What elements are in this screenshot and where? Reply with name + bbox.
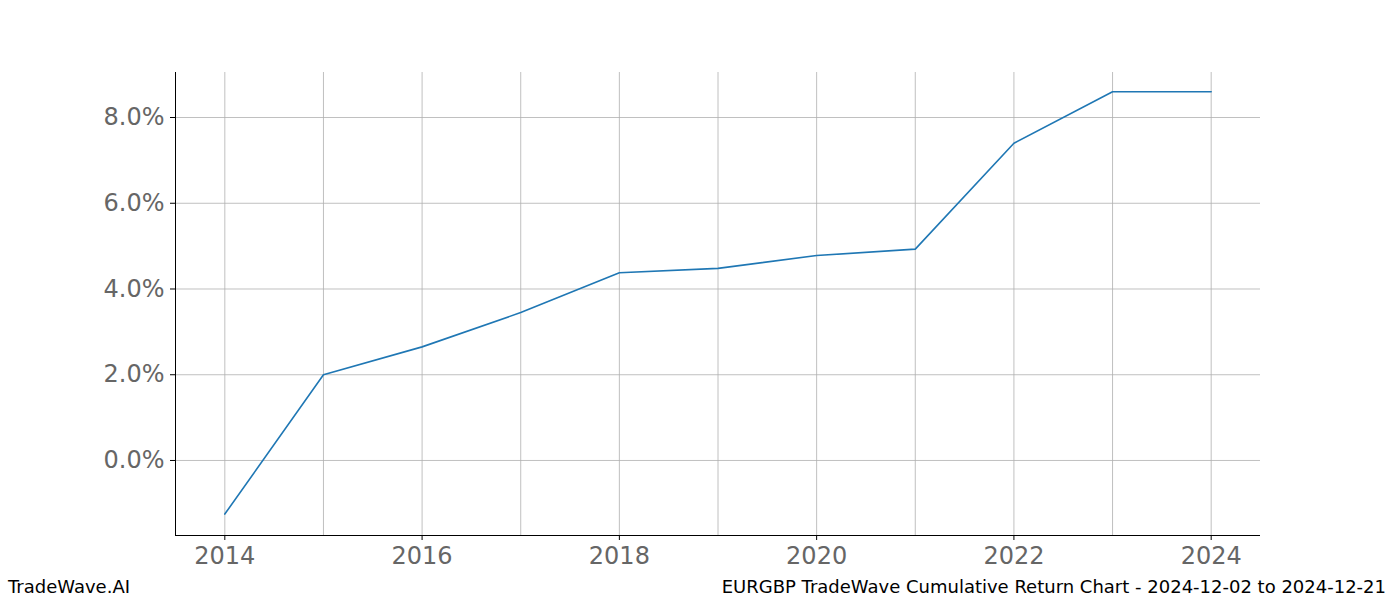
html-text:TradeWave.AI: TradeWave.AI: [8, 576, 130, 597]
svg-text:8.0%: 8.0%: [104, 103, 165, 131]
svg-text:2018: 2018: [589, 542, 650, 570]
svg-text:0.0%: 0.0%: [104, 446, 165, 474]
svg-text:2024: 2024: [1181, 542, 1242, 570]
html-text:EURGBP TradeWave Cumulative Re: EURGBP TradeWave Cumulative Return Chart…: [721, 576, 1386, 597]
svg-text:2016: 2016: [392, 542, 453, 570]
svg-text:4.0%: 4.0%: [104, 275, 165, 303]
svg-text:6.0%: 6.0%: [104, 189, 165, 217]
svg-text:2014: 2014: [194, 542, 255, 570]
svg-text:2020: 2020: [786, 542, 847, 570]
svg-text:2022: 2022: [983, 542, 1044, 570]
svg-text:2.0%: 2.0%: [104, 360, 165, 388]
